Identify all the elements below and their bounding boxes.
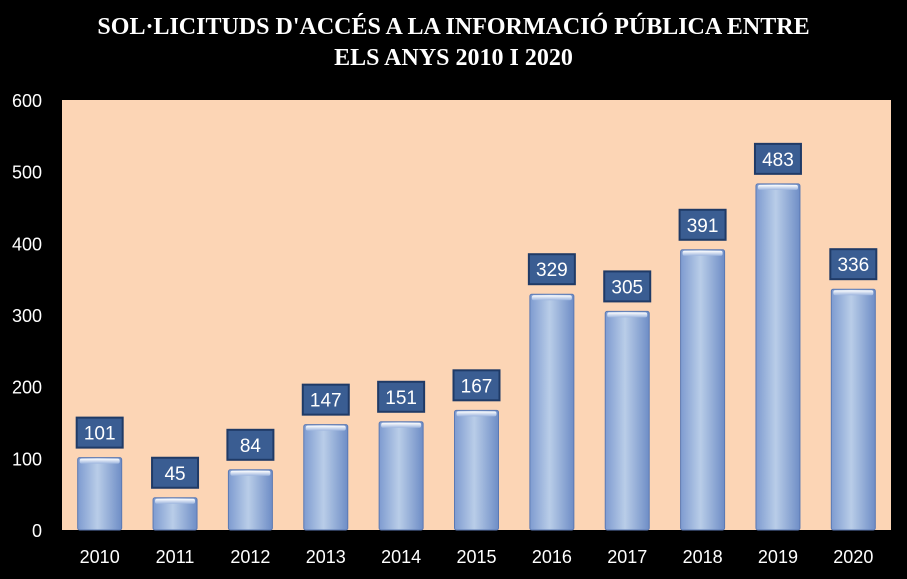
bar-2014 — [378, 421, 424, 531]
x-tick-label-2018: 2018 — [683, 547, 723, 567]
x-tick-label-2014: 2014 — [381, 547, 421, 567]
x-tick-label-2016: 2016 — [532, 547, 572, 567]
bar-2018 — [680, 249, 726, 531]
data-label-box-2016 — [527, 253, 576, 286]
bar-highlight-2010 — [79, 458, 120, 464]
y-tick-label-100: 100 — [12, 449, 42, 469]
data-label-box-2017 — [603, 270, 652, 303]
data-label-2015: 167 — [461, 376, 493, 397]
data-label-box-2014 — [377, 380, 426, 413]
y-tick-label-0: 0 — [32, 521, 42, 541]
data-label-2013: 147 — [310, 391, 342, 412]
data-label-2018: 391 — [687, 216, 719, 237]
bar-2013 — [303, 424, 349, 531]
bar-2011 — [152, 497, 198, 531]
x-tick-label-2010: 2010 — [80, 547, 120, 567]
chart-title-line-1: SOL·LICITUDS D'ACCÉS A LA INFORMACIÓ PÚB… — [97, 14, 810, 40]
bar-highlight-2017 — [607, 312, 648, 318]
x-tick-label-2019: 2019 — [758, 547, 798, 567]
x-tick-label-2017: 2017 — [607, 547, 647, 567]
data-label-box-2013 — [301, 383, 350, 416]
chart-title-line-2: ELS ANYS 2010 I 2020 — [334, 45, 573, 71]
data-label-2020: 336 — [837, 255, 869, 276]
bar-2020 — [830, 288, 876, 531]
bar-highlight-2012 — [230, 470, 271, 476]
bar-highlight-2013 — [305, 425, 346, 431]
bar-highlight-2015 — [456, 411, 497, 417]
data-label-2019: 483 — [762, 150, 794, 171]
data-label-2016: 329 — [536, 260, 568, 281]
bar-highlight-2016 — [531, 295, 572, 301]
bar-highlight-2018 — [682, 250, 723, 256]
data-label-box-2011 — [151, 456, 200, 489]
bar-highlight-2014 — [381, 422, 422, 428]
data-label-box-2019 — [753, 142, 802, 175]
x-tick-label-2011: 2011 — [156, 547, 195, 567]
data-label-2011: 45 — [164, 464, 185, 485]
data-label-box-2012 — [226, 428, 275, 461]
data-label-2017: 305 — [611, 277, 643, 298]
data-label-box-2015 — [452, 369, 501, 402]
bar-2010 — [77, 457, 123, 531]
y-tick-label-400: 400 — [12, 234, 42, 254]
x-tick-label-2015: 2015 — [456, 547, 496, 567]
data-label-2014: 151 — [385, 388, 417, 409]
bar-highlight-2020 — [833, 290, 874, 296]
bar-2015 — [454, 409, 499, 531]
data-label-2010: 101 — [84, 424, 116, 445]
bar-2016 — [529, 293, 575, 531]
data-label-box-2020 — [829, 248, 878, 281]
chart-title: SOL·LICITUDS D'ACCÉS A LA INFORMACIÓ PÚB… — [0, 12, 907, 74]
bar-2012 — [227, 469, 273, 531]
y-tick-label-500: 500 — [12, 163, 42, 183]
bar-highlight-2019 — [757, 184, 798, 190]
bar-highlight-2011 — [155, 498, 196, 504]
y-tick-label-600: 600 — [12, 91, 42, 111]
bar-2019 — [755, 183, 801, 531]
data-label-box-2010 — [75, 416, 124, 449]
data-label-2012: 84 — [240, 436, 262, 457]
x-tick-label-2013: 2013 — [306, 547, 346, 567]
y-tick-label-200: 200 — [12, 378, 42, 398]
data-label-box-2018 — [678, 208, 727, 241]
bar-2017 — [604, 310, 650, 531]
x-tick-label-2020: 2020 — [833, 547, 873, 567]
y-tick-label-300: 300 — [12, 306, 42, 326]
x-tick-label-2012: 2012 — [230, 547, 270, 567]
